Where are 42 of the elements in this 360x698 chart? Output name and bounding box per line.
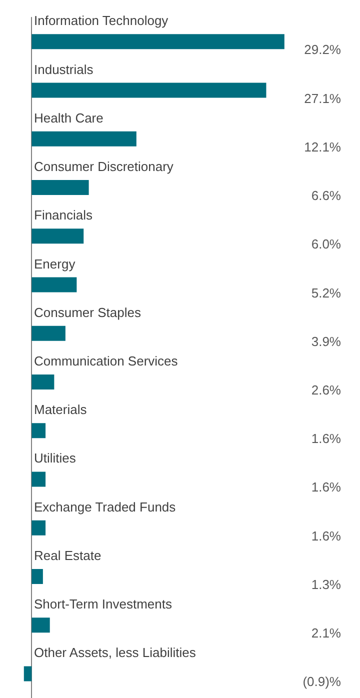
- data-label: 1.6%: [311, 480, 342, 495]
- bar: [32, 472, 46, 487]
- bar: [32, 131, 136, 146]
- y-tick-label: Communication Services: [34, 353, 178, 368]
- y-tick-label: Energy: [34, 256, 76, 272]
- y-tick-label: Exchange Traded Funds: [34, 499, 176, 514]
- y-tick-label: Utilities: [34, 450, 76, 466]
- bar: [32, 82, 266, 98]
- data-label: 1.6%: [311, 528, 342, 544]
- y-tick-label: Consumer Discretionary: [34, 159, 174, 174]
- data-label: 6.6%: [311, 188, 342, 204]
- bar: [32, 618, 50, 633]
- bar: [32, 374, 54, 390]
- data-label: 5.2%: [311, 285, 342, 300]
- y-tick-label: Information Technology: [34, 13, 169, 28]
- bar: [32, 228, 84, 244]
- data-label: 27.1%: [304, 90, 342, 106]
- bar: [32, 568, 43, 584]
- y-tick-label: Other Assets, less Liabilities: [34, 645, 196, 660]
- data-label: 6.0%: [311, 236, 342, 252]
- y-tick-label: Short-Term Investments: [34, 596, 172, 612]
- bar: [32, 34, 284, 50]
- y-tick-label: Industrials: [34, 62, 94, 77]
- data-label: 1.6%: [311, 431, 342, 446]
- y-tick-label: Real Estate: [34, 548, 102, 563]
- y-tick-label: Consumer Staples: [34, 304, 142, 320]
- y-tick-label: Materials: [34, 402, 88, 418]
- bar: [32, 277, 77, 292]
- y-tick-label: Financials: [34, 208, 94, 223]
- data-label: 2.6%: [311, 382, 342, 398]
- data-label: 2.1%: [311, 626, 342, 641]
- bar: [32, 326, 66, 341]
- data-label: 1.3%: [311, 576, 342, 592]
- bar: [24, 666, 32, 682]
- bar: [32, 180, 89, 196]
- data-label: 12.1%: [304, 139, 342, 154]
- data-label: (0.9)%: [302, 674, 342, 690]
- bar: [32, 520, 46, 536]
- data-label: 3.9%: [311, 334, 342, 349]
- y-tick-label: Health Care: [34, 110, 104, 126]
- data-label: 29.2%: [304, 42, 342, 58]
- bar: [32, 423, 46, 438]
